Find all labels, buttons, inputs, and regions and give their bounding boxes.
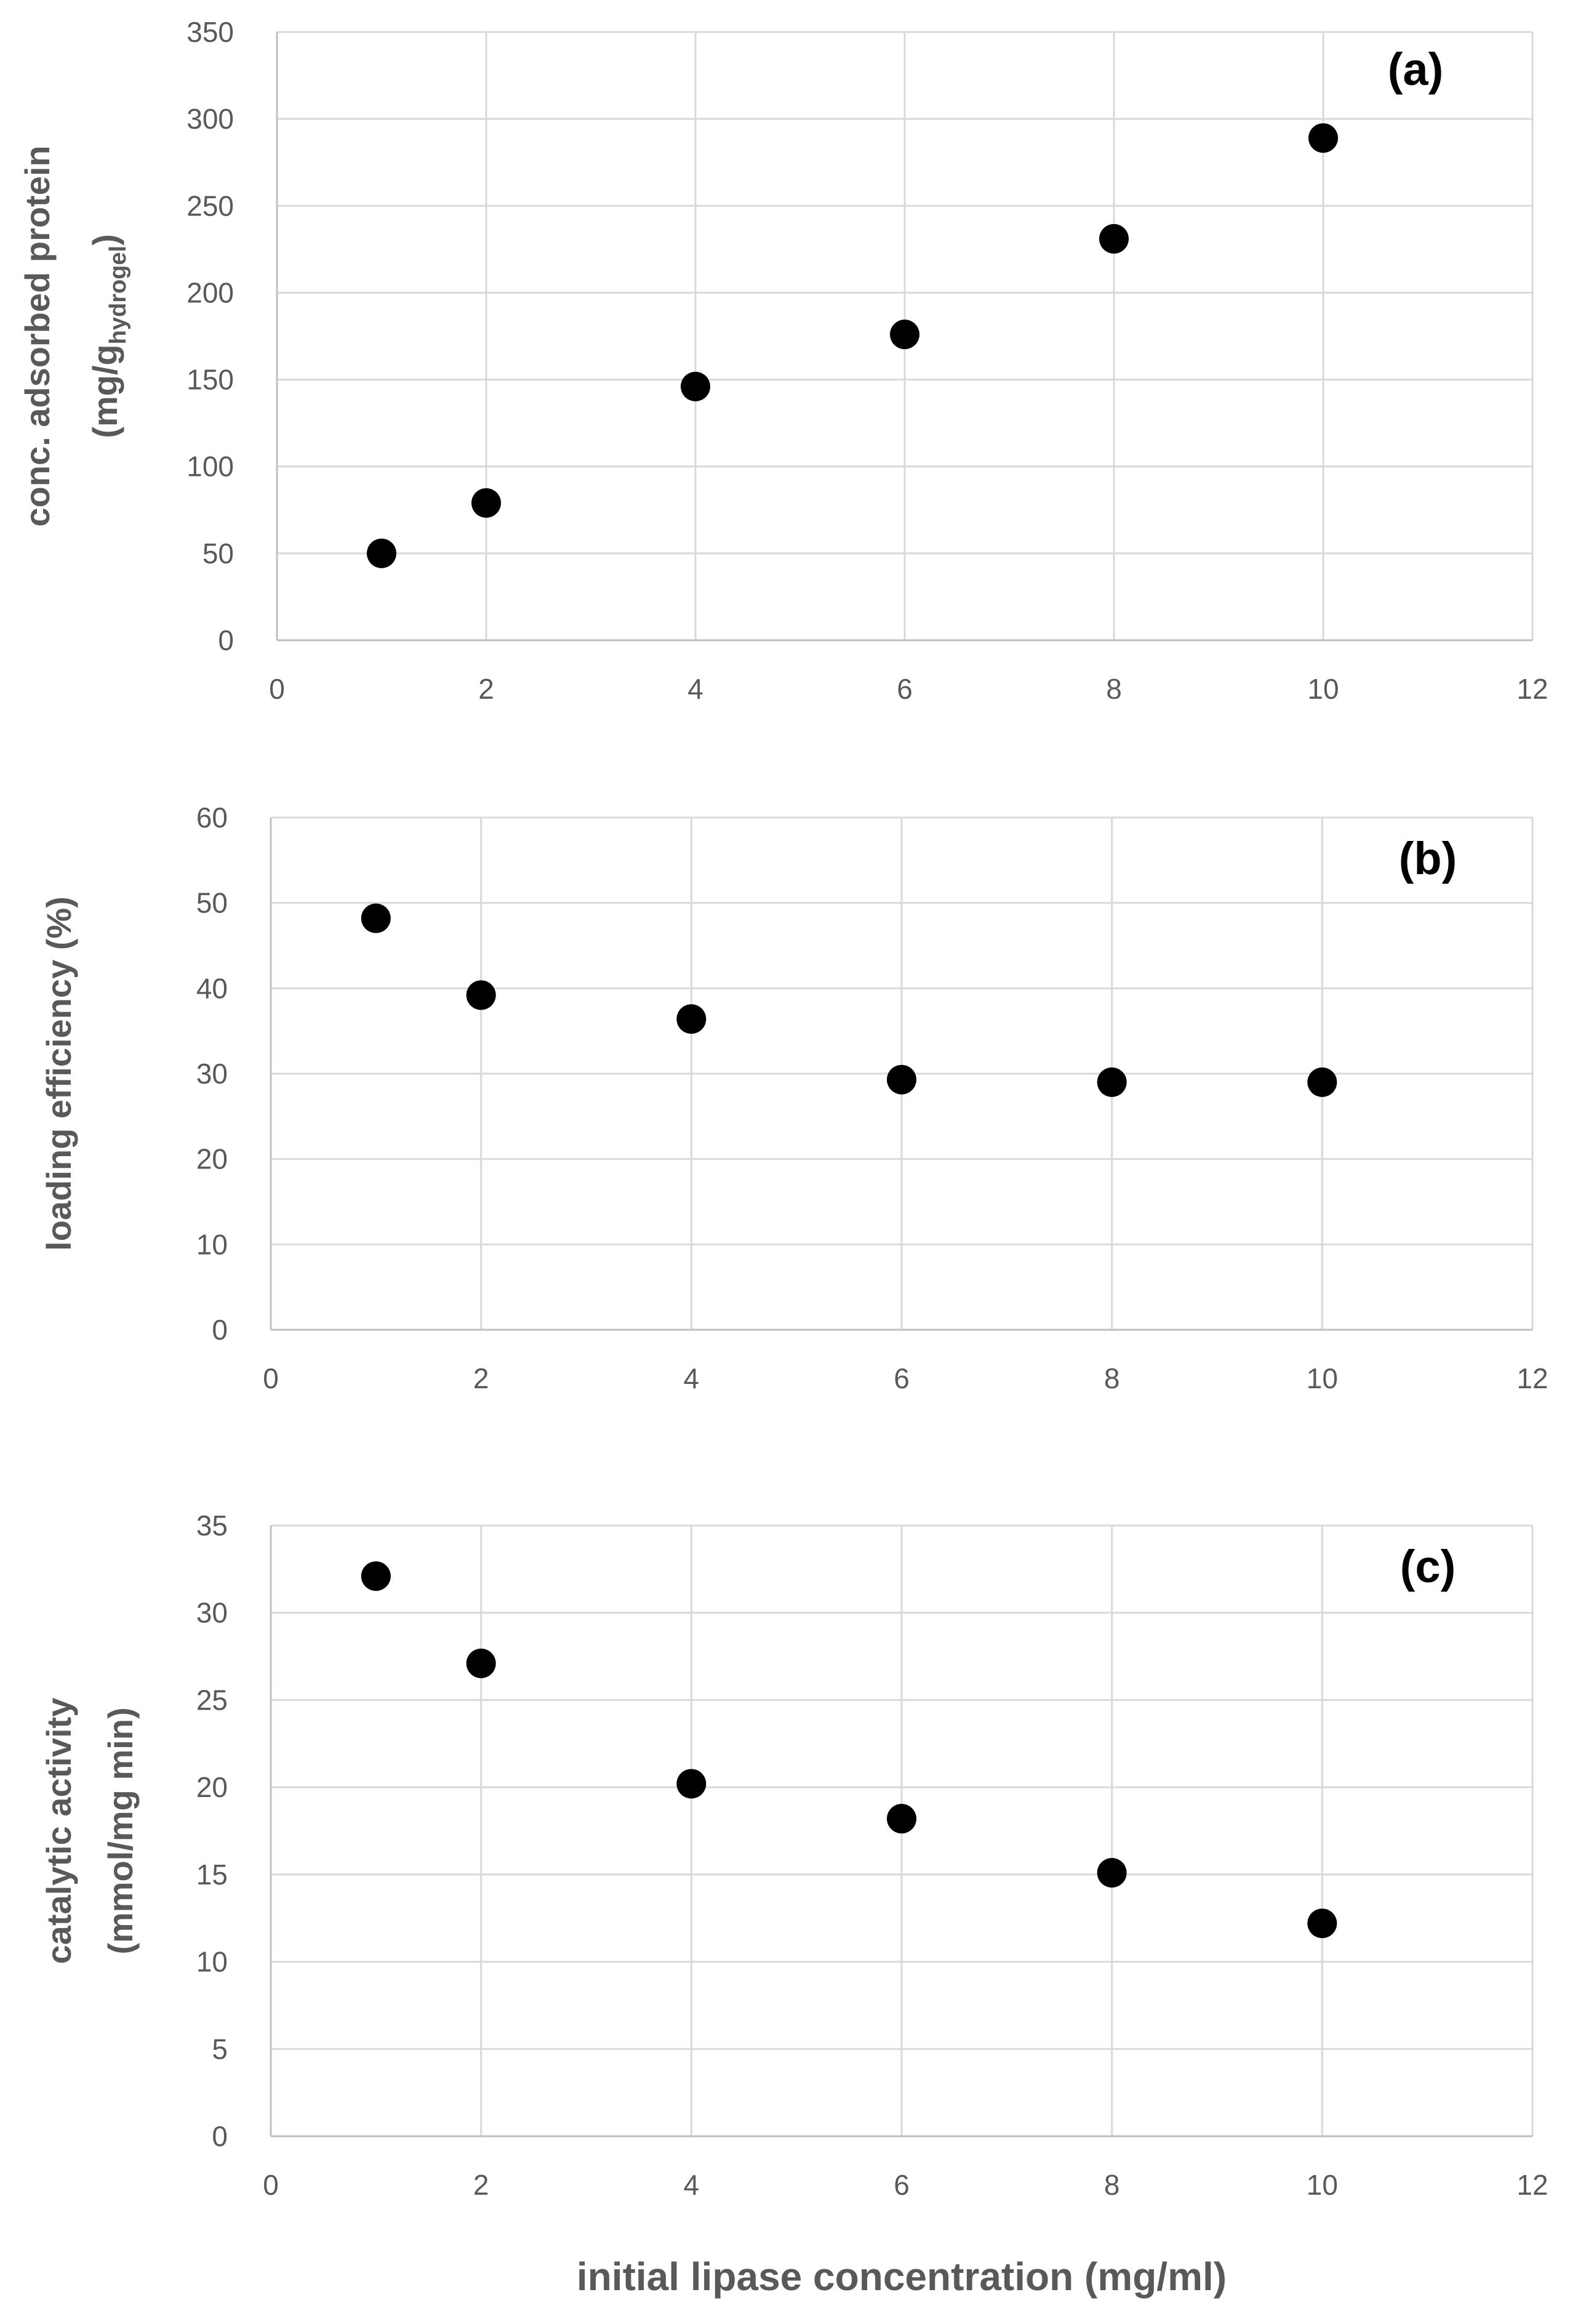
y-axis-unit: (mmol/mg min) [101, 1707, 140, 1954]
x-tick-label: 2 [478, 673, 494, 705]
y-tick-label: 30 [196, 1597, 228, 1629]
data-point [471, 488, 501, 518]
x-tick-label: 2 [473, 2169, 489, 2201]
data-point [1097, 1067, 1127, 1097]
y-tick-label: 50 [196, 887, 228, 919]
x-tick-label: 4 [684, 2169, 700, 2201]
data-point [1308, 123, 1338, 153]
y-axis-title: catalytic activity [39, 1698, 78, 1964]
y-tick-label: 350 [186, 16, 234, 48]
x-tick-label: 10 [1307, 2169, 1338, 2201]
x-tick-label: 12 [1516, 1362, 1548, 1394]
data-point [466, 980, 496, 1010]
y-tick-label: 15 [196, 1859, 228, 1891]
data-point [1097, 1858, 1127, 1888]
x-tick-label: 12 [1516, 673, 1548, 705]
x-tick-label: 6 [894, 1362, 910, 1394]
data-point [466, 1648, 496, 1678]
x-tick-label: 8 [1104, 2169, 1120, 2201]
y-axis-title: loading efficiency (%) [39, 896, 78, 1251]
y-tick-label: 0 [212, 1314, 228, 1346]
panel-label: (a) [1388, 44, 1443, 95]
x-tick-label: 8 [1104, 1362, 1120, 1394]
x-tick-label: 0 [263, 2169, 279, 2201]
data-point [1099, 223, 1129, 254]
x-axis-title: initial lipase concentration (mg/ml) [577, 2254, 1227, 2299]
y-tick-label: 30 [196, 1058, 228, 1090]
y-tick-label: 60 [196, 802, 228, 834]
chart-panel-c: 0 5 10 15 20 25 30 35 0 2 4 6 8 10 12 (c) catalytic acti… [39, 1510, 1548, 2201]
y-tick-label: 0 [218, 624, 234, 656]
data-point [676, 1004, 707, 1034]
y-tick-label: 25 [196, 1684, 228, 1716]
x-tick-label: 0 [269, 673, 285, 705]
chart-panel-b: 0 10 20 30 40 50 60 0 2 4 6 8 10 12 (b) loading efficie… [39, 802, 1548, 1394]
data-point [887, 1804, 916, 1834]
x-tick-label: 10 [1307, 673, 1339, 705]
data-point [361, 903, 391, 933]
y-tick-label: 100 [186, 451, 234, 483]
y-tick-label: 150 [186, 364, 234, 396]
y-axis-title: conc. adsorbed protein [18, 145, 57, 526]
x-tick-label: 6 [894, 2169, 910, 2201]
chart-panel-a: 0 50 100 150 200 250 300 350 0 2 4 6 8 10 12 (a) conc. a… [18, 16, 1548, 705]
y-tick-label: 35 [196, 1510, 228, 1542]
y-tick-label: 40 [196, 972, 228, 1004]
y-tick-label: 20 [196, 1143, 228, 1175]
y-tick-label: 300 [186, 103, 234, 135]
x-tick-label: 2 [473, 1362, 489, 1394]
y-tick-label: 20 [196, 1771, 228, 1803]
y-tick-label: 0 [212, 2120, 228, 2152]
data-point [1307, 1908, 1337, 1939]
x-tick-label: 6 [897, 673, 913, 705]
x-tick-label: 8 [1106, 673, 1122, 705]
y-tick-label: 250 [186, 190, 234, 222]
x-tick-label: 0 [263, 1362, 279, 1394]
y-tick-label: 10 [196, 1228, 228, 1260]
data-point [1307, 1067, 1337, 1097]
data-point [367, 538, 396, 568]
y-tick-label: 10 [196, 1946, 228, 1978]
panel-label: (c) [1400, 1541, 1456, 1592]
y-tick-label: 200 [186, 276, 234, 308]
y-tick-label: 50 [202, 537, 234, 569]
x-tick-label: 4 [687, 673, 703, 705]
y-tick-label: 5 [212, 2033, 228, 2065]
panel-label: (b) [1399, 833, 1457, 884]
data-point [681, 371, 710, 401]
data-point [676, 1769, 707, 1799]
x-tick-label: 10 [1307, 1362, 1338, 1394]
x-tick-label: 4 [684, 1362, 700, 1394]
y-axis-unit: (mg/ghydrogel) [86, 234, 131, 438]
data-point [887, 1064, 916, 1095]
data-point [890, 320, 919, 350]
data-point [361, 1561, 391, 1591]
x-tick-label: 12 [1516, 2169, 1548, 2201]
